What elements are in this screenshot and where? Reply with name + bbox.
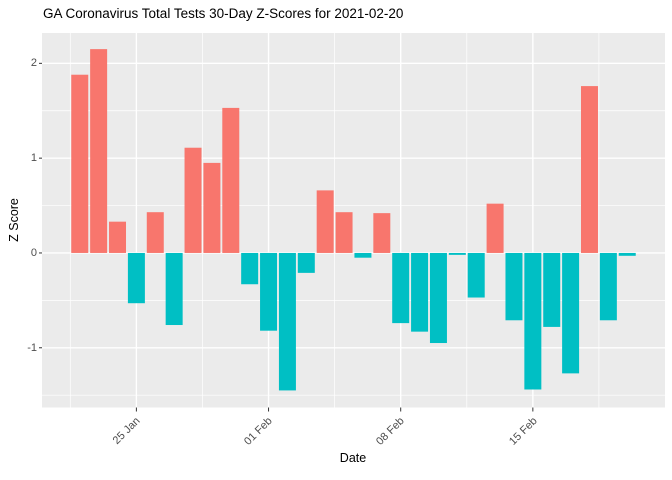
bar <box>316 190 334 253</box>
bar <box>505 252 523 321</box>
bar <box>448 252 466 255</box>
bar <box>429 252 447 344</box>
bar <box>486 203 504 253</box>
chart-title: GA Coronavirus Total Tests 30-Day Z-Scor… <box>43 6 404 21</box>
x-axis-title: Date <box>339 451 367 465</box>
bar <box>599 252 617 321</box>
bar <box>260 252 278 331</box>
bar <box>618 252 636 256</box>
y-tick-label: 1 <box>30 152 37 165</box>
bar <box>90 49 108 253</box>
bar <box>580 86 598 253</box>
bar <box>165 252 183 326</box>
bar <box>109 221 127 253</box>
bar <box>373 213 391 253</box>
bar <box>524 252 542 390</box>
bar <box>184 147 202 253</box>
y-tick-label: 0 <box>30 246 37 259</box>
bar <box>562 252 580 374</box>
bar <box>71 74 89 253</box>
bar <box>222 107 240 253</box>
bar <box>278 252 296 391</box>
bar <box>467 252 485 298</box>
bar <box>203 162 221 253</box>
panel-background <box>42 33 665 408</box>
bar <box>297 252 315 273</box>
bar <box>335 212 353 253</box>
bar <box>543 252 561 327</box>
bar <box>127 252 145 304</box>
bar <box>146 212 164 253</box>
y-axis-title: Z Score <box>7 198 21 242</box>
y-tick-label: 2 <box>30 57 37 70</box>
bar <box>411 252 429 332</box>
bar <box>354 252 372 258</box>
bar <box>392 252 410 324</box>
y-tick-label: -1 <box>27 341 37 354</box>
bar <box>241 252 259 285</box>
